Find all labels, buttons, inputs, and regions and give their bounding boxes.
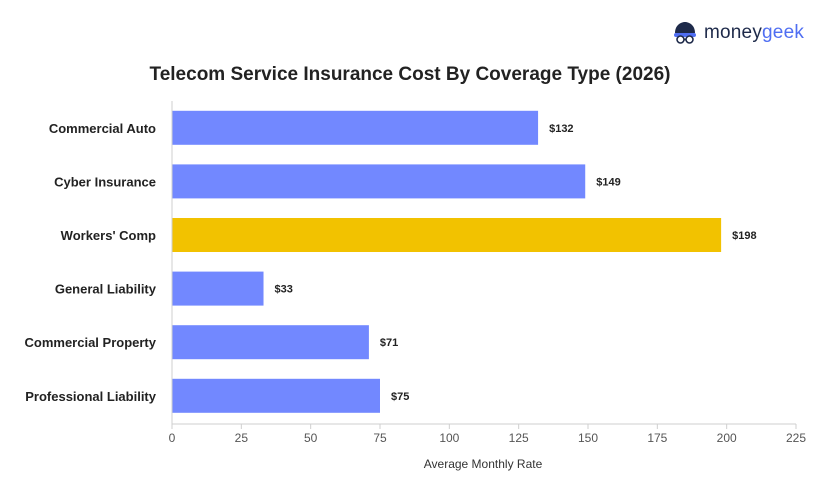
category-label-professional-liability: Professional Liability <box>25 389 157 404</box>
x-tick-label-125: 125 <box>509 431 529 445</box>
value-label-general-liability: $33 <box>275 284 293 296</box>
x-tick-label-25: 25 <box>235 431 249 445</box>
bar-commercial-property <box>172 325 369 360</box>
x-axis-label: Average Monthly Rate <box>424 457 543 471</box>
value-label-cyber-insurance: $149 <box>596 176 620 188</box>
category-label-workers-comp: Workers' Comp <box>61 228 156 243</box>
bar-workers-comp <box>172 218 722 252</box>
bar-professional-liability <box>172 378 380 413</box>
category-label-commercial-auto: Commercial Auto <box>49 121 156 136</box>
value-label-professional-liability: $75 <box>391 391 409 403</box>
x-tick-label-225: 225 <box>786 431 806 445</box>
chart-title: Telecom Service Insurance Cost By Covera… <box>150 64 671 85</box>
category-label-general-liability: General Liability <box>55 282 157 297</box>
value-label-commercial-auto: $132 <box>549 123 573 135</box>
x-tick-label-50: 50 <box>304 431 318 445</box>
value-label-workers-comp: $198 <box>732 230 756 242</box>
x-tick-label-75: 75 <box>373 431 387 445</box>
moneygeek-mascot-icon <box>674 22 696 44</box>
moneygeek-wordmark: moneygeek <box>704 22 805 43</box>
value-label-commercial-property: $71 <box>380 337 398 349</box>
x-ticks-group: 0 25 50 75 100 125 150 175 200 225 <box>169 424 806 445</box>
x-tick-label-100: 100 <box>439 431 459 445</box>
bar-cyber-insurance <box>172 164 586 199</box>
x-tick-label-175: 175 <box>647 431 667 445</box>
x-tick-label-150: 150 <box>578 431 598 445</box>
category-label-cyber-insurance: Cyber Insurance <box>54 174 156 189</box>
category-label-commercial-property: Commercial Property <box>25 335 157 350</box>
bar-commercial-auto <box>172 110 539 145</box>
moneygeek-logo: moneygeek <box>672 20 804 46</box>
x-tick-label-0: 0 <box>169 431 176 445</box>
bars-group: Commercial Auto $132 Cyber Insurance $149 Wo… <box>25 110 757 413</box>
x-tick-label-200: 200 <box>717 431 737 445</box>
bar-general-liability <box>172 271 264 306</box>
